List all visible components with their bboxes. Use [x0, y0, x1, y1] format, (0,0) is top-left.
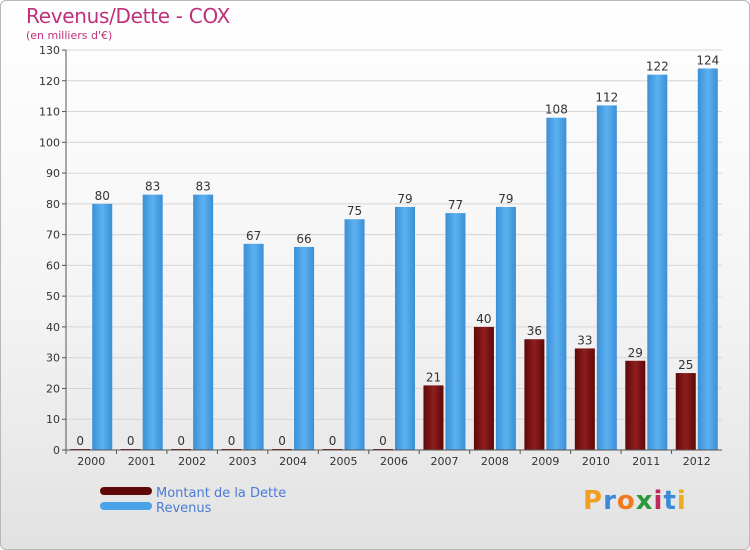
bar-revenue-2011 — [647, 74, 668, 450]
y-tick-label: 50 — [46, 290, 60, 303]
x-tick-label: 2011 — [632, 455, 660, 468]
x-tick-label: 2010 — [582, 455, 610, 468]
axis-layer: 0 10 20 30 40 50 60 70 80 90 100 110 120 130 2000 2001 2… — [39, 44, 722, 468]
data-label-revenue-2006: 79 — [397, 192, 412, 206]
x-tick-label: 2005 — [330, 455, 358, 468]
logo-letter: i — [653, 486, 664, 516]
y-tick-label: 0 — [53, 444, 60, 457]
data-label-debt-2000: 0 — [76, 434, 84, 448]
y-tick-label: 120 — [39, 75, 60, 88]
data-label-revenue-2009: 108 — [545, 103, 568, 117]
bar-revenue-2004 — [294, 246, 315, 450]
x-tick-label: 2012 — [683, 455, 711, 468]
x-tick-label: 2009 — [531, 455, 559, 468]
bar-debt-2012 — [675, 373, 696, 450]
data-label-revenue-2012: 124 — [696, 53, 719, 67]
data-label-revenue-2003: 67 — [246, 229, 261, 243]
data-label-debt-2008: 40 — [476, 312, 491, 326]
bar-revenue-2009 — [546, 117, 567, 450]
data-label-debt-2011: 29 — [628, 346, 643, 360]
y-tick-label: 80 — [46, 198, 60, 211]
y-tick-label: 40 — [46, 321, 60, 334]
bar-revenue-2007 — [445, 213, 466, 450]
y-tick-label: 90 — [46, 167, 60, 180]
logo-letter: o — [616, 486, 636, 516]
bar-revenue-2001 — [142, 194, 163, 450]
data-label-revenue-2000: 80 — [95, 189, 110, 203]
bar-revenue-2003 — [243, 243, 264, 450]
x-tick-label: 2006 — [380, 455, 408, 468]
y-tick-label: 130 — [39, 44, 60, 57]
bar-debt-2007 — [423, 385, 444, 450]
x-tick-label: 2008 — [481, 455, 509, 468]
y-tick-label: 30 — [46, 352, 60, 365]
chart-subtitle: (en milliers d'€) — [26, 29, 113, 42]
bar-revenue-2008 — [495, 206, 516, 450]
x-tick-label: 2004 — [279, 455, 307, 468]
y-tick-label: 60 — [46, 259, 60, 272]
y-tick-label: 100 — [39, 136, 60, 149]
x-tick-label: 2002 — [178, 455, 206, 468]
data-label-debt-2010: 33 — [577, 333, 592, 347]
bar-revenue-2010 — [596, 105, 617, 450]
y-tick-label: 10 — [46, 413, 60, 426]
y-tick-label: 20 — [46, 382, 60, 395]
labels-layer: 0 80 0 83 0 83 0 67 0 66 0 75 0 79 21 77 40 79 36 108 33 112 2… — [76, 53, 719, 448]
proxiti-logo: Proxiti — [583, 486, 687, 516]
data-label-debt-2003: 0 — [228, 434, 236, 448]
data-label-revenue-2004: 66 — [296, 232, 311, 246]
logo-letter: P — [583, 486, 604, 516]
data-label-debt-2006: 0 — [379, 434, 387, 448]
data-label-revenue-2008: 79 — [498, 192, 513, 206]
data-label-debt-2002: 0 — [177, 434, 185, 448]
bar-revenue-2000 — [92, 203, 113, 450]
x-tick-label: 2003 — [229, 455, 257, 468]
data-label-revenue-2005: 75 — [347, 204, 362, 218]
x-tick-label: 2001 — [128, 455, 156, 468]
bar-debt-2011 — [625, 360, 646, 450]
legend-label-revenue: Revenus — [156, 501, 212, 516]
logo-letter: i — [676, 486, 687, 516]
data-label-revenue-2010: 112 — [595, 90, 618, 104]
data-label-debt-2004: 0 — [278, 434, 286, 448]
bar-revenue-2012 — [697, 68, 718, 450]
bars-layer — [70, 68, 718, 450]
legend-swatch-revenue — [100, 502, 152, 510]
chart-title: Revenus/Dette - COX — [26, 4, 231, 28]
logo-letter: x — [635, 486, 654, 516]
data-label-debt-2005: 0 — [329, 434, 337, 448]
legend-label-debt: Montant de la Dette — [156, 486, 287, 501]
bar-revenue-2002 — [193, 194, 214, 450]
data-label-revenue-2011: 122 — [646, 60, 669, 74]
bar-revenue-2005 — [344, 219, 365, 450]
bar-revenue-2006 — [395, 206, 415, 450]
x-tick-label: 2007 — [430, 455, 458, 468]
data-label-revenue-2002: 83 — [196, 180, 211, 194]
data-label-debt-2007: 21 — [426, 370, 441, 384]
bar-debt-2008 — [473, 326, 494, 450]
y-tick-label: 110 — [39, 106, 60, 119]
data-label-debt-2012: 25 — [678, 358, 693, 372]
logo-letter: r — [603, 486, 617, 516]
y-tick-label: 70 — [46, 229, 60, 242]
x-tick-label: 2000 — [77, 455, 105, 468]
data-label-revenue-2007: 77 — [448, 198, 463, 212]
data-label-revenue-2001: 83 — [145, 180, 160, 194]
logo-letter: t — [663, 486, 677, 516]
bar-debt-2009 — [524, 339, 545, 450]
bar-debt-2010 — [574, 348, 595, 450]
grid-layer — [66, 49, 722, 451]
data-label-debt-2001: 0 — [127, 434, 135, 448]
data-label-debt-2009: 36 — [527, 324, 542, 338]
legend-swatch-debt — [100, 487, 152, 495]
